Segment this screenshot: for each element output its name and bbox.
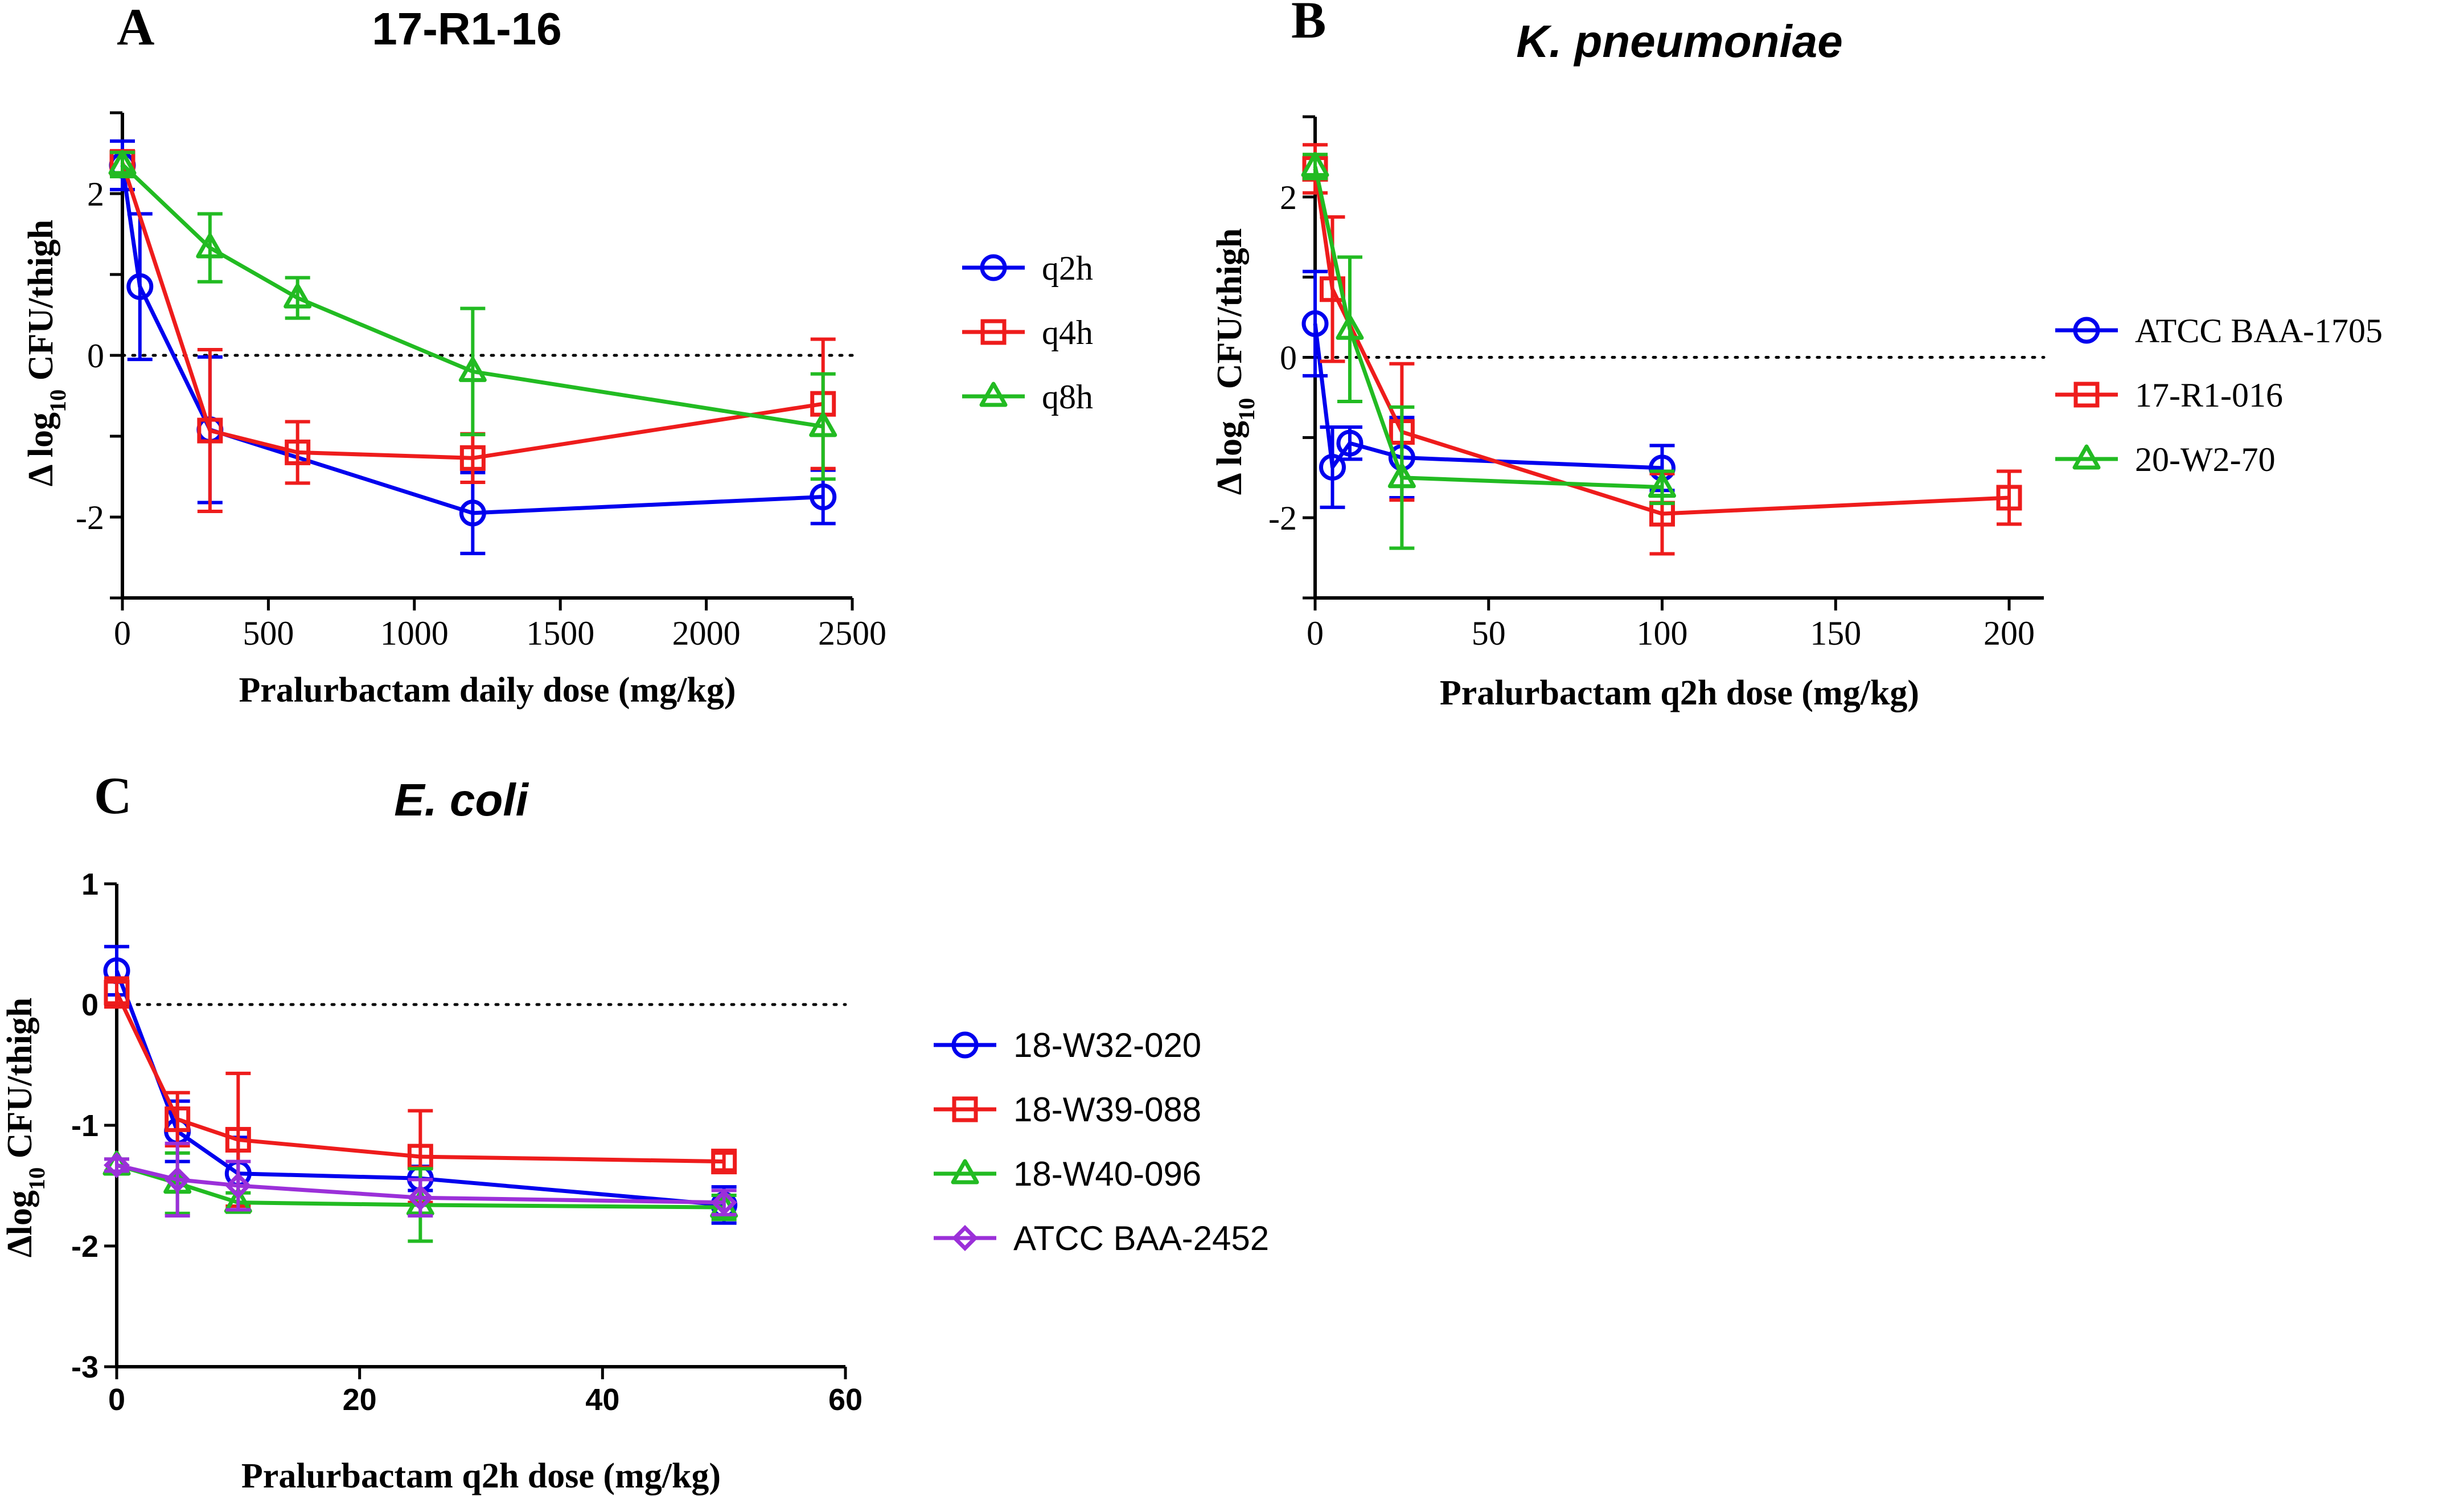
legend-marker: [2073, 382, 2100, 408]
legend-label: q8h: [1042, 378, 1093, 416]
legend-marker: [951, 1031, 979, 1059]
x-axis-label: Pralurbactam q2h dose (mg/kg): [241, 1457, 721, 1495]
data-point: [810, 483, 837, 510]
panel-a-chart: 2 0 -2 0 500 1000 1500 2000 2500 Pralurbactam dai…: [22, 111, 1093, 710]
y-tick-label: 0: [1280, 339, 1297, 377]
panel-a-title: 17-R1-16: [372, 3, 562, 54]
panel-c-letter: C: [94, 767, 132, 825]
panel-c-chart: 1 0 -1 -2 -3 0 20 40 60 Pralurbactam q2h dose (mg…: [1, 867, 1269, 1495]
data-point: [1319, 453, 1346, 481]
panel-c-title: E. coli: [394, 774, 529, 825]
y-axis-label: Δ log10 CFU/thigh: [22, 220, 71, 486]
data-point: [285, 439, 311, 465]
legend-marker: [979, 382, 1008, 407]
x-tick-label: 60: [828, 1383, 863, 1417]
data-point: [459, 445, 486, 471]
x-tick-label: 500: [243, 614, 294, 652]
data-point: [711, 1149, 737, 1175]
data-point: [1387, 463, 1416, 489]
x-tick-label: 0: [108, 1383, 125, 1417]
legend-marker: [2072, 444, 2101, 470]
panel-a-letter: A: [117, 0, 154, 56]
y-tick-label: 2: [1280, 179, 1297, 216]
legend-label: 17-R1-016: [2135, 376, 2283, 414]
legend-label: q2h: [1042, 249, 1093, 287]
legend-label: ATCC BAA-2452: [1013, 1219, 1269, 1257]
legend-marker: [952, 1096, 978, 1122]
x-tick-label: 100: [1637, 614, 1688, 652]
x-tick-label: 2000: [672, 614, 741, 652]
x-tick-label: 2500: [818, 614, 886, 652]
data-point: [284, 283, 312, 309]
panel-b-chart: 2 0 -2 0 50 100 150 200 Pralurbactam q2h dose (m…: [1210, 115, 2383, 712]
x-tick-label: 150: [1810, 614, 1861, 652]
data-point: [197, 417, 223, 444]
y-tick-label: 1: [81, 867, 98, 901]
series-q4h: q4h: [109, 149, 1093, 514]
y-tick-label: -2: [71, 1229, 98, 1264]
legend-label: ATCC BAA-1705: [2135, 312, 2383, 350]
data-point: [225, 1126, 251, 1153]
y-tick-label: 0: [87, 337, 104, 375]
panel-b-title: K. pneumoniae: [1516, 16, 1842, 67]
data-point: [1336, 314, 1364, 340]
data-point: [196, 233, 224, 259]
data-point: [459, 499, 486, 527]
series-atcc-baa-2452: ATCC BAA-2452: [104, 1141, 1269, 1257]
data-point: [104, 979, 130, 1006]
legend-marker: [980, 254, 1007, 281]
data-point: [126, 273, 154, 300]
y-tick-label: 2: [87, 175, 104, 213]
data-point: [1301, 310, 1329, 337]
series-line: [1313, 166, 1662, 490]
legend-label: 18-W39-088: [1013, 1091, 1201, 1129]
x-axis-label: Pralurbactam q2h dose (mg/kg): [1440, 674, 1919, 712]
data-point: [108, 150, 137, 175]
legend-marker: [951, 1159, 979, 1184]
x-tick-label: 40: [585, 1383, 619, 1417]
data-point: [165, 1106, 191, 1132]
data-point: [1996, 485, 2022, 511]
y-tick-label: -3: [71, 1350, 98, 1384]
y-tick-label: 0: [81, 988, 98, 1022]
data-point: [458, 356, 487, 382]
series-20-w2-70: 20-W2-70: [1301, 151, 2276, 550]
data-point: [407, 1184, 434, 1211]
x-tick-label: 1500: [526, 614, 594, 652]
series-18-w39-088: 18-W39-088: [104, 976, 1201, 1208]
x-tick-label: 0: [1307, 614, 1324, 652]
x-tick-label: 0: [114, 614, 131, 652]
y-axis-label: Δ log10 CFU/thigh: [1210, 228, 1259, 495]
legend-label: 18-W40-096: [1013, 1155, 1201, 1193]
legend-marker: [952, 1225, 978, 1251]
data-point: [711, 1189, 737, 1216]
data-point: [164, 1166, 191, 1193]
legend-marker: [2073, 317, 2100, 344]
data-point: [225, 1173, 252, 1199]
x-tick-label: 50: [1472, 614, 1506, 652]
data-point: [1648, 473, 1677, 498]
y-tick-label: -2: [76, 499, 104, 536]
series-line: [1313, 323, 1662, 470]
data-point: [809, 412, 837, 437]
panel-b-letter: B: [1291, 0, 1326, 49]
legend-label: q4h: [1042, 314, 1093, 351]
y-axis-label: Δlog10 CFU/thigh: [1, 998, 50, 1257]
x-tick-label: 1000: [380, 614, 449, 652]
data-point: [104, 1152, 130, 1178]
series-q8h: q8h: [108, 150, 1093, 481]
data-point: [1336, 429, 1364, 457]
x-tick-label: 200: [1983, 614, 2035, 652]
y-tick-label: -1: [71, 1109, 98, 1143]
x-axis-label: Pralurbactam daily dose (mg/kg): [239, 671, 736, 710]
series-q2h: q2h: [109, 139, 1093, 555]
data-point: [1301, 151, 1329, 177]
y-tick-label: -2: [1268, 499, 1297, 537]
x-tick-label: 20: [343, 1383, 377, 1417]
legend-label: 18-W32-020: [1013, 1026, 1201, 1064]
legend-marker: [980, 319, 1007, 345]
legend-label: 20-W2-70: [2135, 441, 2276, 478]
